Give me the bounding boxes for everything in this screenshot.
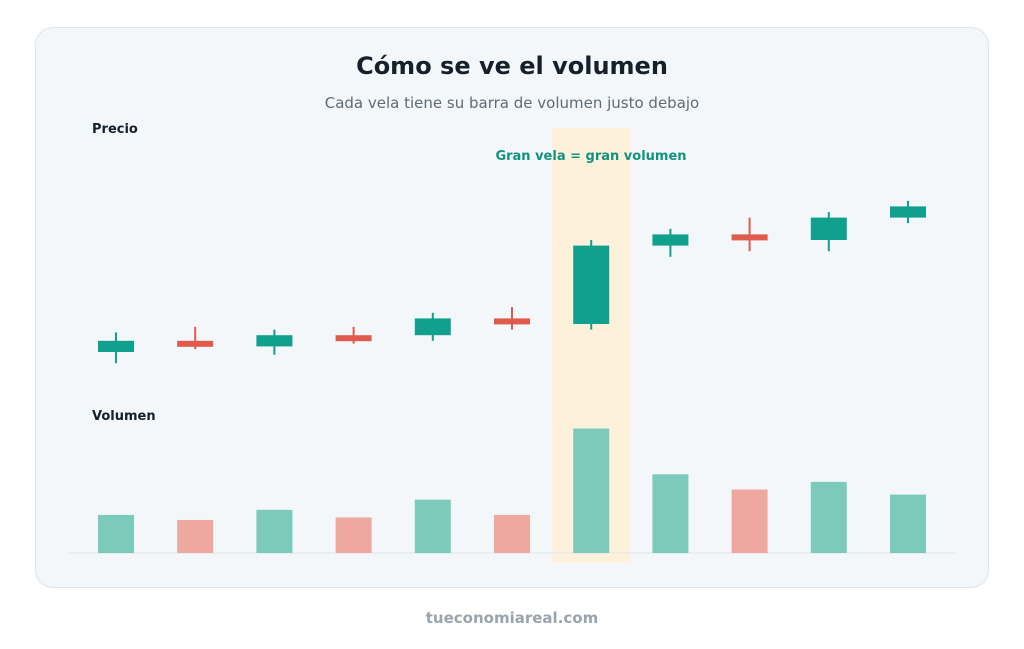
candle-body: [177, 340, 214, 347]
candle-body: [414, 318, 451, 336]
annotation-label: Gran vela = gran volumen: [495, 149, 686, 164]
footer-site: tueconomiareal.com: [425, 609, 599, 627]
volume-bar: [890, 494, 926, 553]
candles-group: [98, 200, 926, 364]
candle-body: [494, 318, 530, 325]
volume-bar: [98, 514, 134, 553]
candle-body: [652, 234, 689, 246]
volume-bar: [573, 428, 610, 553]
candle-body: [335, 335, 372, 342]
volume-bar: [335, 517, 372, 553]
chart-subtitle: Cada vela tiene su barra de volumen just…: [324, 94, 700, 112]
candle-body: [256, 335, 293, 347]
volume-bar: [494, 514, 530, 553]
volume-bar: [177, 519, 214, 553]
volume-bar: [652, 474, 689, 553]
candle-body: [573, 245, 610, 324]
price-panel-label: Precio: [92, 122, 138, 137]
candle-body: [98, 340, 134, 352]
volume-bars-group: [98, 428, 926, 553]
chart-title: Cómo se ve el volumen: [356, 52, 668, 80]
candle-body: [731, 234, 768, 241]
candle-body: [810, 217, 847, 240]
volume-bar: [414, 499, 451, 553]
volume-panel-label: Volumen: [92, 409, 156, 424]
volume-bar: [810, 481, 847, 553]
volume-bar: [731, 489, 768, 553]
volume-bar: [256, 509, 293, 553]
candle-body: [890, 206, 926, 218]
